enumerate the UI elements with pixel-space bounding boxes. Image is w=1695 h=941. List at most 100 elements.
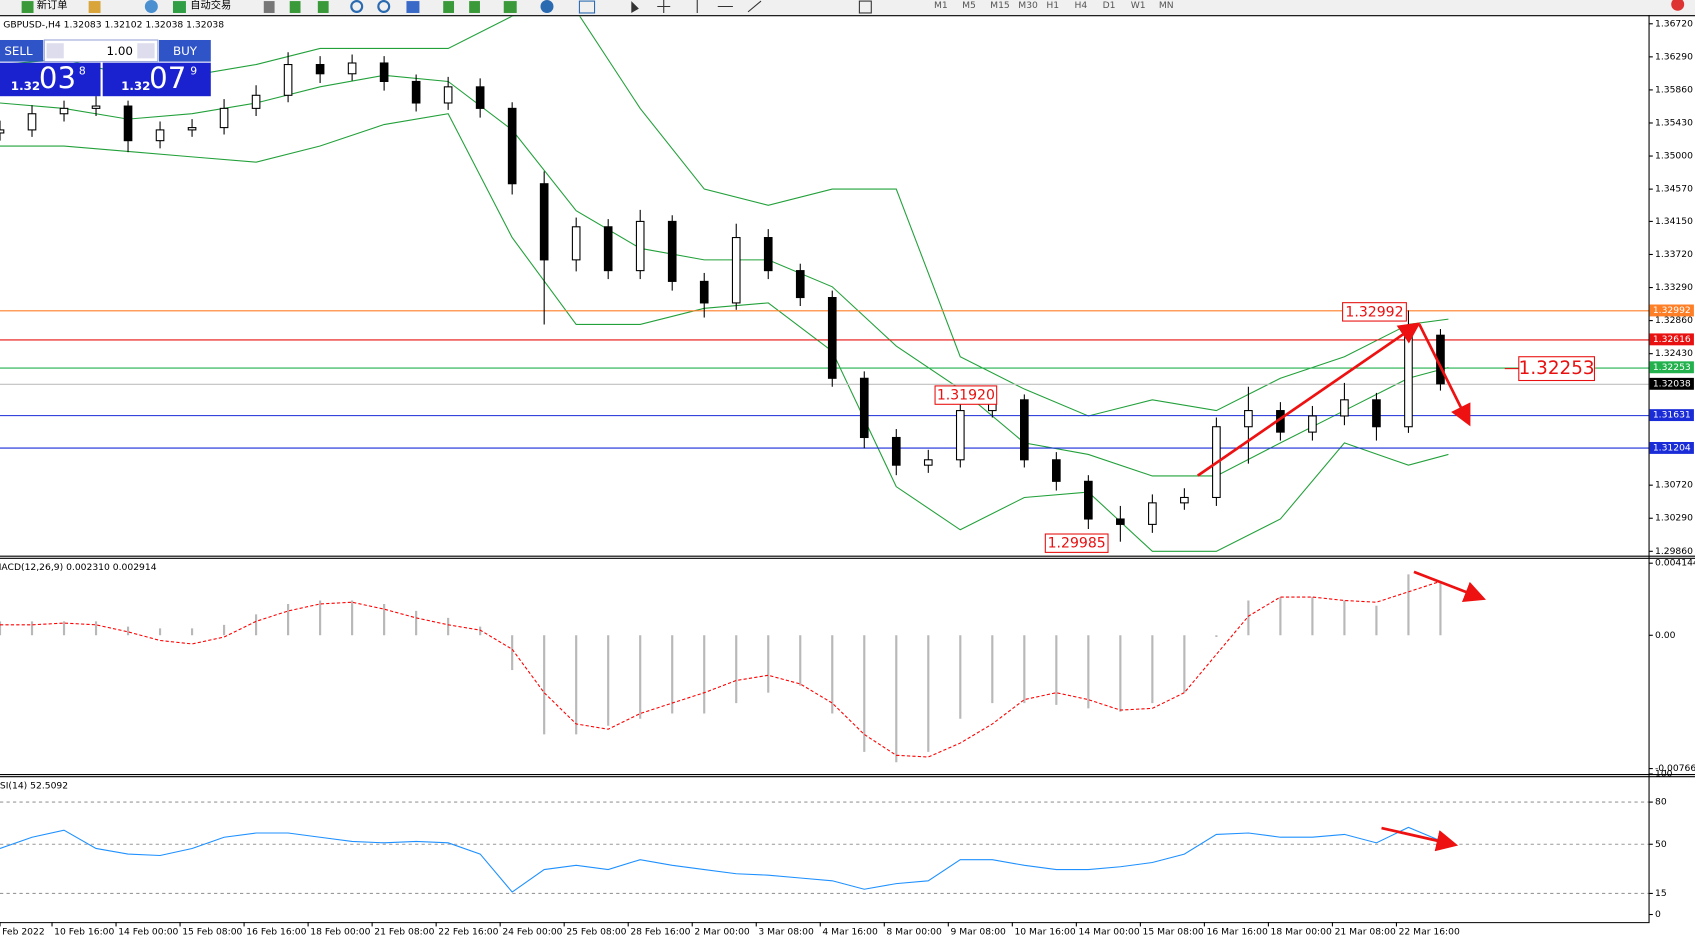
icon[interactable] xyxy=(317,1,329,13)
candle-body xyxy=(1019,399,1029,461)
y-tick-label: 1.35000 xyxy=(1655,151,1693,162)
ask-small[interactable]: 9 xyxy=(190,64,197,77)
zoom-in[interactable] xyxy=(350,0,364,13)
auto-trading-button[interactable]: 自动交易 xyxy=(190,0,231,11)
candle-body xyxy=(1372,399,1381,428)
candle-body xyxy=(219,107,229,129)
pane-title: RSI(14) 52.5092 xyxy=(0,780,68,791)
bid-small[interactable]: 8 xyxy=(79,64,86,77)
timeframe-button[interactable]: MN xyxy=(1159,0,1174,11)
icon[interactable] xyxy=(469,1,480,13)
x-tick-label: 2 Mar 00:00 xyxy=(694,926,750,937)
y-tick-label: 0.004144 xyxy=(1655,558,1695,569)
bid-main[interactable]: 03 xyxy=(39,61,76,95)
y-tick-label: 100 xyxy=(1655,768,1673,779)
macd-signal xyxy=(0,580,1441,758)
alert-icon[interactable] xyxy=(1671,0,1685,11)
timeframe-button[interactable]: D1 xyxy=(1103,0,1116,11)
candle-body xyxy=(1084,480,1093,520)
templates[interactable] xyxy=(578,0,596,14)
icon[interactable] xyxy=(88,1,101,13)
icon[interactable] xyxy=(263,1,275,13)
icon[interactable] xyxy=(144,0,158,13)
candle-body xyxy=(699,280,709,304)
candle-body xyxy=(1148,502,1157,525)
candle-body xyxy=(1340,399,1349,417)
candle-body xyxy=(1308,415,1317,433)
x-tick-label: 21 Mar 08:00 xyxy=(1335,926,1396,937)
level-price-box xyxy=(1649,333,1694,346)
y-tick-label: 0 xyxy=(1655,909,1661,920)
level-price-box xyxy=(1649,361,1694,374)
candle-body xyxy=(731,237,741,304)
lots-down[interactable] xyxy=(46,43,64,59)
y-tick-label: 50 xyxy=(1655,839,1667,850)
timeframe-button[interactable]: W1 xyxy=(1131,0,1146,11)
y-tick-label: -0.007664 xyxy=(1655,763,1695,774)
candle-body xyxy=(0,129,5,134)
band-upper xyxy=(0,16,1449,417)
new-order-button[interactable]: 新订单 xyxy=(37,0,68,11)
cursor-tool[interactable] xyxy=(631,1,639,13)
level-price-box xyxy=(1649,409,1694,422)
x-tick-label: 25 Feb 08:00 xyxy=(566,926,626,937)
level-price-label: 1.32038 xyxy=(1653,378,1691,389)
x-tick-label: 24 Feb 00:00 xyxy=(502,926,562,937)
arrow xyxy=(1196,322,1421,477)
trade-panel: SELL 1.00 BUY 1.32 03 8 1.32 07 9 xyxy=(0,39,211,97)
candle-body xyxy=(251,94,261,109)
lots-input[interactable] xyxy=(43,39,159,63)
periods[interactable] xyxy=(540,0,554,13)
x-tick-label: 14 Mar 00:00 xyxy=(1078,926,1139,937)
x-tick-label: 16 Feb 16:00 xyxy=(246,926,306,937)
icon[interactable] xyxy=(289,1,301,13)
icon[interactable] xyxy=(443,1,455,13)
timeframe-button[interactable]: M5 xyxy=(962,0,976,11)
x-tick-label: 10 Mar 16:00 xyxy=(1014,926,1075,937)
timeframe-button[interactable]: M30 xyxy=(1018,0,1038,11)
timeframe-button[interactable]: M15 xyxy=(990,0,1010,11)
zoom-out[interactable] xyxy=(377,0,391,13)
candle-body xyxy=(859,377,869,439)
annotation-box xyxy=(934,385,998,405)
ask-box[interactable] xyxy=(102,62,211,97)
pane xyxy=(0,801,1649,894)
indicators[interactable] xyxy=(503,1,517,13)
crosshair-tool[interactable] xyxy=(657,0,671,13)
timeframe-button[interactable]: M1 xyxy=(934,0,948,11)
x-tick-label: 28 Feb 16:00 xyxy=(630,926,690,937)
annotation: 1.32992 xyxy=(1345,304,1403,320)
x-tick-label: 15 Mar 08:00 xyxy=(1143,926,1204,937)
x-tick-label: 8 Mar 00:00 xyxy=(886,926,942,937)
x-tick-label: 22 Feb 16:00 xyxy=(438,926,498,937)
timeframe-button[interactable]: H4 xyxy=(1075,0,1088,11)
candle-body xyxy=(379,62,389,82)
candle-body xyxy=(155,129,165,142)
text-tool[interactable] xyxy=(858,0,872,14)
sell-label[interactable]: SELL xyxy=(4,44,33,58)
sell-button[interactable] xyxy=(0,39,44,62)
y-tick-label: 1.36720 xyxy=(1655,18,1693,29)
bid-box[interactable] xyxy=(0,62,101,97)
new-order-icon[interactable] xyxy=(21,1,34,13)
y-tick-label: 1.33720 xyxy=(1655,249,1693,260)
rsi-line xyxy=(0,826,1441,893)
ask-big[interactable]: 1.32 xyxy=(121,79,150,93)
buy-label[interactable]: BUY xyxy=(173,44,198,58)
auto-trading-icon[interactable] xyxy=(172,1,186,13)
line-tools[interactable] xyxy=(696,0,762,13)
y-tick-label: 1.35430 xyxy=(1655,117,1693,128)
arrow xyxy=(1413,570,1486,603)
lots-up[interactable] xyxy=(137,43,155,59)
candle-body xyxy=(1052,459,1061,482)
level-price-label: 1.32992 xyxy=(1653,305,1691,316)
annotation: 1.29985 xyxy=(1048,536,1106,552)
buy-button[interactable] xyxy=(158,39,211,62)
icon[interactable] xyxy=(406,1,420,13)
candle-body xyxy=(443,86,453,104)
bid-big[interactable]: 1.32 xyxy=(11,79,40,93)
lots-value[interactable]: 1.00 xyxy=(107,44,133,58)
timeframe-button[interactable]: H1 xyxy=(1046,0,1059,11)
ask-main[interactable]: 07 xyxy=(149,61,186,95)
